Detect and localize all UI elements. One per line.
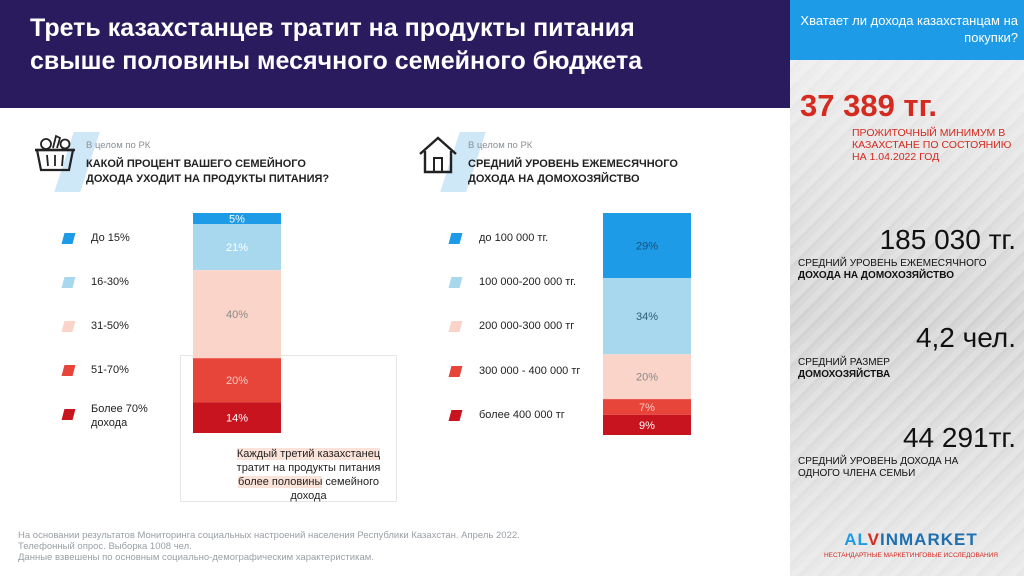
house-icon — [419, 136, 457, 174]
legend-swatch — [61, 233, 76, 244]
bar-label-1: 21% — [226, 242, 248, 254]
highlight-note: Каждый третий казахстанец тратит на прод… — [236, 448, 381, 502]
household-size-value: 4,2 чел. — [915, 322, 1016, 353]
bar-segment-2 — [603, 354, 691, 400]
avg-household-income-caption: Средний уровень ежемесячного дохода на д… — [798, 258, 987, 281]
subsistence-minimum-caption: Прожиточный минимум в Казахстане по сост… — [852, 127, 1012, 163]
bar-segment-4 — [193, 402, 281, 433]
legend-swatch — [448, 410, 463, 421]
household-income-stacked-bar: 29% 34% 20% 7% 9% — [603, 213, 691, 435]
avg-household-income-value: 185 030 тг. — [879, 224, 1016, 255]
left-question: Какой процент вашего семейного дохода ух… — [86, 158, 330, 185]
legend-swatch — [448, 277, 463, 288]
panel-question-box: Хватает ли дохода казахстанцам на покупк… — [790, 0, 1024, 60]
legend-label: 200 000-300 000 тг — [479, 320, 575, 332]
bar-segment-3 — [603, 399, 691, 415]
bar-label-2: 20% — [636, 372, 658, 384]
bar-segment-4 — [603, 414, 691, 435]
income-per-member-value: 44 291тг. — [902, 422, 1016, 453]
company-logo: ALVINMARKET нестандартные маркетинговые … — [823, 530, 999, 559]
bar-segment-2 — [193, 270, 281, 359]
highlight-box — [180, 355, 397, 502]
bar-label-4: 14% — [226, 413, 248, 425]
left-subtitle: В целом по РК — [86, 140, 151, 151]
legend-label: 100 000-200 000 тг. — [479, 276, 577, 288]
legend-label: до 100 000 тг. — [479, 232, 549, 244]
income-per-member-caption: Средний уровень дохода на одного члена с… — [798, 456, 959, 479]
legend-label: 300 000 - 400 000 тг — [479, 365, 581, 377]
subsistence-minimum-value: 37 389 тг. — [800, 88, 938, 123]
stats-panel: Хватает ли дохода казахстанцам на покупк… — [790, 0, 1024, 576]
bar-segment-0 — [603, 213, 691, 279]
bar-label-0: 29% — [636, 241, 658, 253]
bar-segment-1 — [603, 278, 691, 355]
basket-icon — [35, 134, 75, 172]
panel-question: Хватает ли дохода казахстанцам на покупк… — [800, 13, 1018, 45]
legend-swatch — [61, 277, 76, 288]
bar-label-0: 5% — [229, 214, 245, 226]
legend-swatch — [448, 233, 463, 244]
bar-label-3: 20% — [226, 375, 248, 387]
household-size-caption: Средний размер домохозяйства — [798, 357, 891, 380]
title-line-2: свыше половины месячного семейного бюдже… — [30, 47, 643, 75]
bar-label-4: 9% — [639, 420, 655, 432]
mid-question: Средний уровень ежемесячного дохода на д… — [468, 158, 678, 185]
bar-segment-0 — [193, 213, 281, 224]
legend-label: более 400 000 тг — [479, 409, 565, 421]
legend-swatch — [61, 409, 76, 420]
page-title: Треть казахстанцев тратит на продукты пи… — [30, 12, 770, 78]
legend-swatch — [61, 321, 76, 332]
legend-swatch — [448, 321, 463, 332]
food-share-stacked-bar: 5% 21% 40% 20% 14% — [193, 213, 281, 433]
header-banner: Треть казахстанцев тратит на продукты пи… — [0, 0, 790, 108]
footer-source: На основании результатов Мониторинга соц… — [18, 530, 520, 563]
legend-label: 31-50% — [91, 320, 129, 332]
bar-segment-1 — [193, 224, 281, 271]
legend-label: 16-30% — [91, 276, 129, 288]
mid-subtitle: В целом по РК — [468, 140, 533, 151]
title-line-1: Треть казахстанцев тратит на продукты пи… — [30, 14, 635, 42]
legend-label: Более 70% дохода — [91, 403, 148, 429]
legend-swatch — [61, 365, 76, 376]
bar-label-1: 34% — [636, 311, 658, 323]
legend-label: 51-70% — [91, 364, 129, 376]
bar-label-3: 7% — [639, 402, 655, 414]
bar-label-2: 40% — [226, 309, 248, 321]
bar-segment-3 — [193, 358, 281, 403]
legend-label: До 15% — [91, 232, 130, 244]
legend-swatch — [448, 366, 463, 377]
